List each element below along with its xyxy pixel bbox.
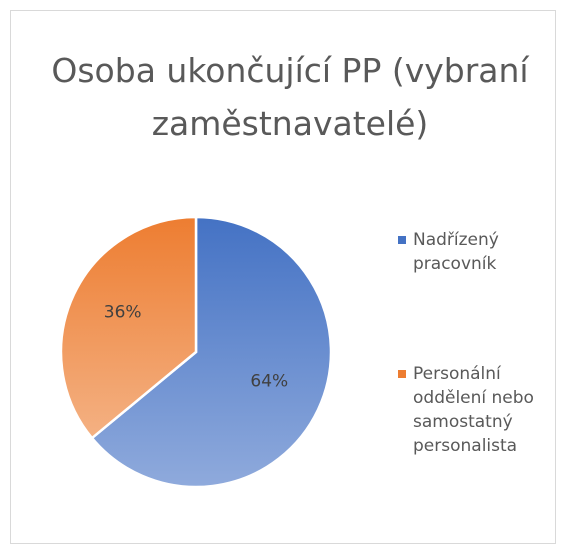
pie-slice (59, 215, 198, 440)
legend-swatch (398, 370, 406, 378)
data-label: 64% (250, 371, 288, 391)
pie-slice (90, 215, 333, 489)
chart-frame (10, 10, 556, 544)
legend-label: Personální oddělení nebo samostatný pers… (413, 364, 534, 456)
legend-swatch (398, 236, 406, 244)
chart-title: Osoba ukončující PP (vybraní zaměstnavat… (51, 51, 529, 143)
legend-item: Personální oddělení nebo samostatný pers… (398, 362, 558, 458)
data-label: 36% (104, 303, 142, 323)
legend-item: Nadřízený pracovník (398, 228, 558, 276)
legend-label: Nadřízený pracovník (413, 230, 499, 274)
